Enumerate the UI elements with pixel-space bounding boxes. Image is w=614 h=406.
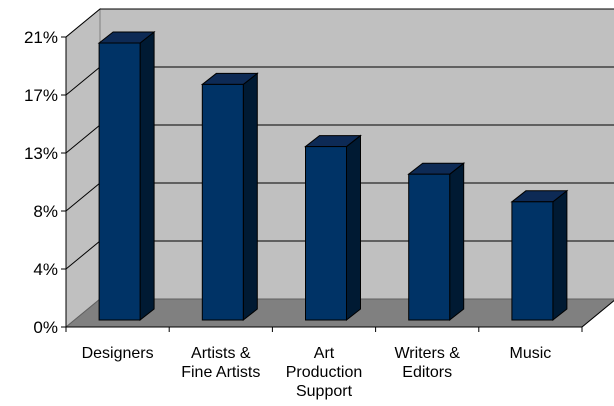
bar [97,30,156,322]
y-tick-label: 4% [33,260,58,279]
bars [97,30,569,322]
bar-side [346,134,361,322]
x-category-label-line: Writers & [394,345,460,362]
y-tick-label: 17% [24,86,58,105]
x-category-label-line: Designers [82,345,154,362]
x-category-label-line: Fine Artists [181,364,260,381]
y-tick-label: 0% [33,318,58,337]
bar-side [552,189,568,322]
x-category-label-line: Production [286,364,363,381]
x-category-label-line: Music [510,345,552,362]
bar [200,72,259,322]
x-category-label: Artists & Fine Artists [181,345,260,381]
bar [304,134,362,322]
x-category-label-line: Editors [402,364,452,381]
gridline [65,8,614,38]
y-tick-label: 8% [33,202,58,221]
x-category-label-line: Support [296,383,353,400]
bar [510,189,569,322]
y-tick-label: 13% [24,144,58,163]
bar-side [242,72,258,322]
x-category-label: Art Production Support [286,345,363,400]
x-category-label: Designers [82,345,154,362]
bar-side [139,30,155,322]
bar-front [511,201,554,321]
axes [65,37,614,328]
x-axis-labels: Designers Artists & Fine Artists Art Product… [65,327,583,400]
bar-side [449,162,465,322]
x-category-label: Writers & Editors [394,345,460,381]
bar-front [201,83,244,321]
side-wall [65,7,101,329]
floor-edge-line [581,299,614,328]
bar-front [98,42,141,321]
bar-front [305,146,347,321]
y-axis-ticks: 0% 4% 8% 13% 17% 21% [24,28,66,337]
x-category-label: Music [510,345,552,362]
y-tick-label: 21% [24,28,58,47]
x-category-label-line: Artists & [191,345,251,362]
bar-front [408,173,451,321]
bar [407,162,466,322]
x-category-label-line: Art [314,345,335,362]
